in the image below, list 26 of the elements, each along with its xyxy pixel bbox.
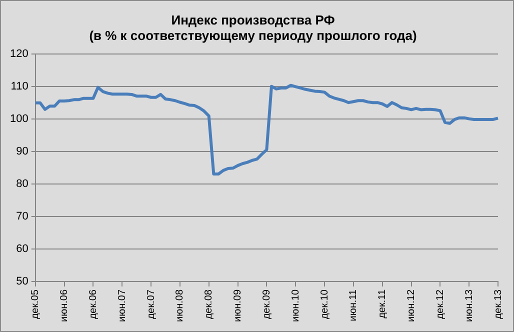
y-tick-label: 120 [10, 48, 28, 60]
x-tick-label: дек.09 [261, 289, 272, 320]
chart-title: Индекс производства РФ (в % к соответствующему периоду прошлого года) [89, 12, 417, 43]
y-tick-label: 90 [16, 146, 28, 158]
x-tick-label: июн.06 [59, 289, 70, 322]
x-tick-label: июн.12 [406, 289, 418, 322]
x-tick-label: июн.13 [464, 289, 475, 322]
y-tick-label: 110 [10, 80, 28, 93]
x-tick-label: дек.11 [377, 289, 388, 318]
y-tick-label: 80 [16, 178, 28, 190]
x-tick-label: дек.06 [88, 289, 99, 320]
y-tick-label: 70 [16, 210, 28, 223]
x-tick-label: дек.05 [30, 289, 42, 320]
x-tick-label: июн.10 [290, 289, 302, 322]
y-tick-label: 100 [10, 113, 28, 126]
x-tick-label: дек.07 [146, 289, 157, 320]
x-tick-label: июн.07 [116, 289, 128, 322]
x-tick-label: июн.09 [232, 289, 244, 322]
x-tick-label: июн.08 [174, 289, 186, 322]
y-tick-label: 60 [16, 243, 28, 256]
x-tick-label: дек.13 [492, 289, 504, 320]
x-tick-label: июн.11 [348, 289, 360, 322]
x-tick-label: дек.08 [204, 289, 215, 320]
x-tick-label: дек.12 [434, 289, 446, 320]
x-tick-label: дек.10 [319, 289, 330, 320]
y-tick-label: 50 [16, 276, 28, 288]
